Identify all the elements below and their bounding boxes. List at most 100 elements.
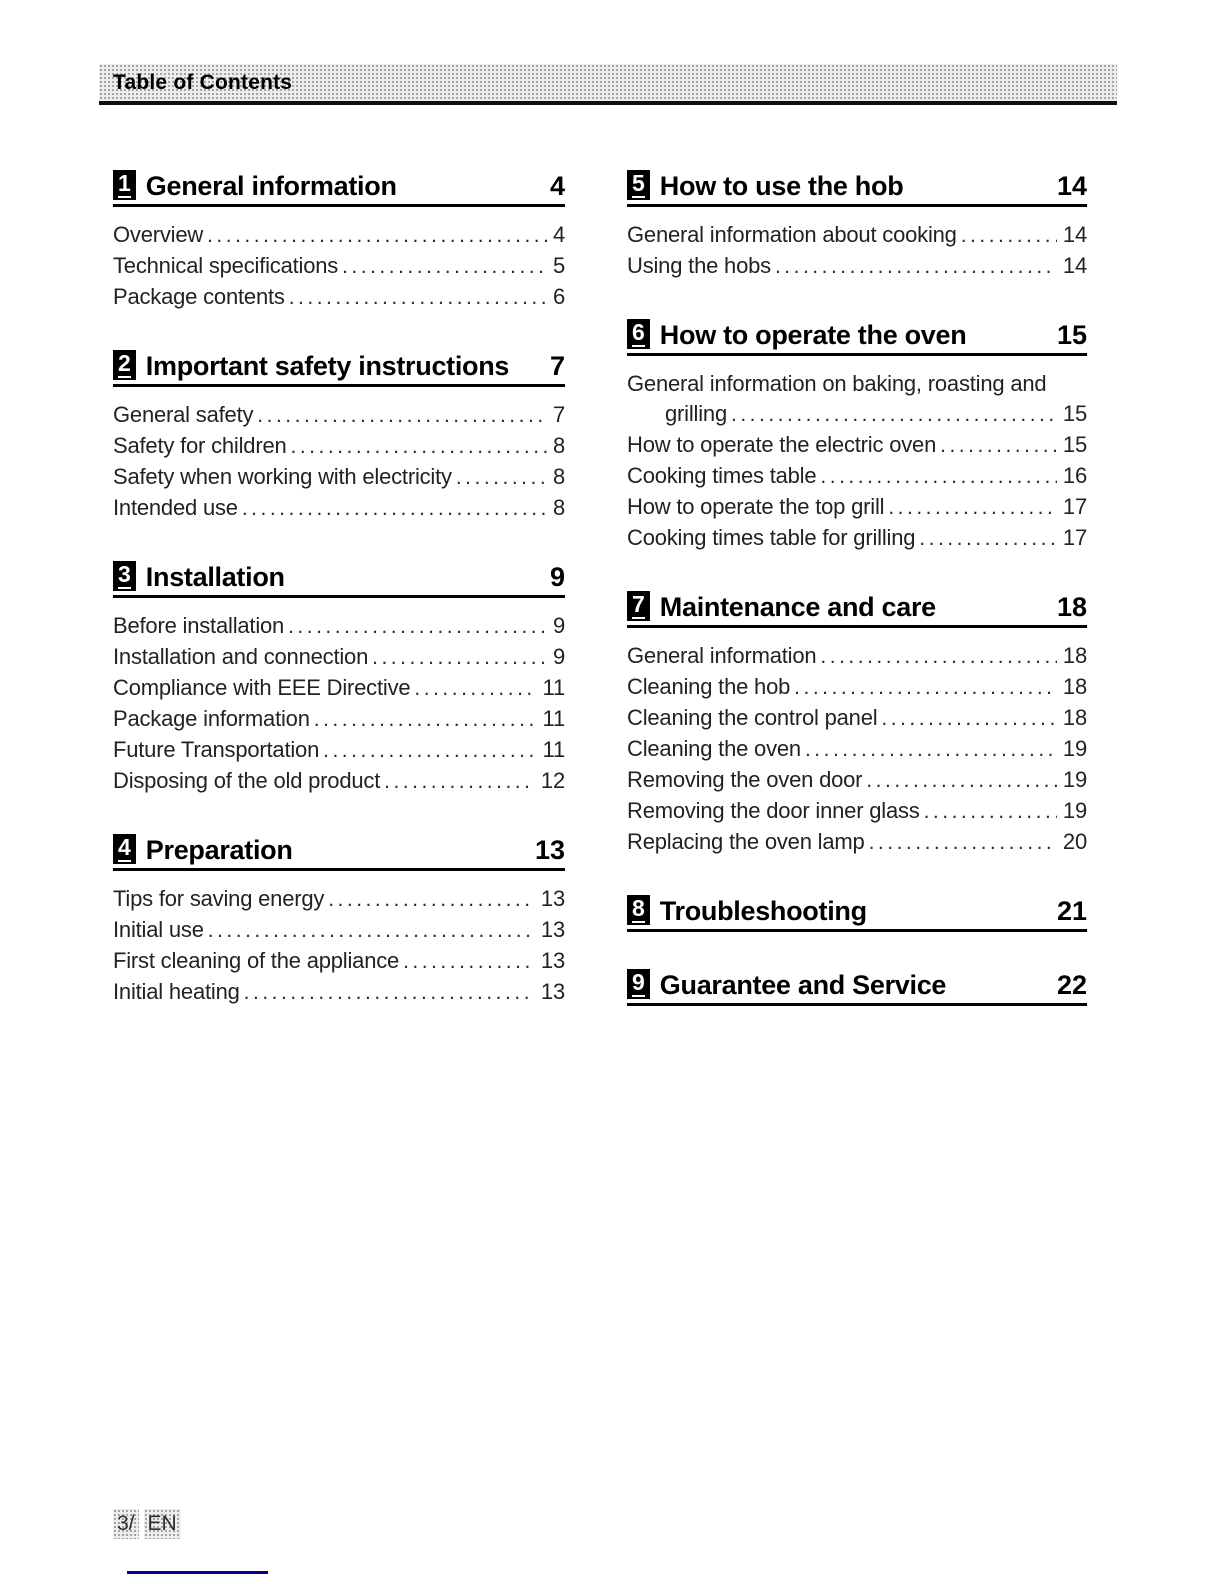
toc-entry-page-number: 6	[552, 284, 565, 309]
toc-entry: How to operate the electric oven 15	[627, 430, 1087, 461]
toc-entry: Removing the oven door 19	[627, 765, 1087, 796]
dot-leader	[881, 703, 1057, 734]
toc-entry-page-number: 7	[552, 402, 565, 427]
toc-entry-label: Safety for children	[113, 433, 287, 458]
toc-entry-page-number: 17	[1062, 525, 1087, 550]
toc-section: 2 Important safety instructions 7 General s…	[113, 350, 565, 524]
toc-entry: Removing the door inner glass 19	[627, 796, 1087, 827]
dot-leader	[208, 915, 535, 946]
section-number-badge: 7	[627, 591, 650, 621]
section-page-number: 14	[1056, 171, 1087, 201]
section-page-number: 18	[1056, 592, 1087, 622]
toc-section-heading: 9 Guarantee and Service 22	[627, 969, 1087, 1006]
toc-section-heading: 1 General information 4	[113, 170, 565, 207]
toc-entry-page-number: 9	[552, 613, 565, 638]
toc-entry: Disposing of the old product 12	[113, 766, 565, 797]
toc-section-heading: 6 How to operate the oven 15	[627, 319, 1087, 356]
section-number-badge: 2	[113, 350, 136, 380]
toc-entry-page-number: 14	[1062, 253, 1087, 278]
section-page-number: 4	[549, 171, 565, 201]
toc-section-heading: 3 Installation 9	[113, 561, 565, 598]
footer-rule	[127, 1571, 268, 1574]
dot-leader	[820, 641, 1057, 672]
toc-entry-label: Cooking times table for grilling	[627, 525, 916, 550]
toc-entry-page-number: 18	[1062, 643, 1087, 668]
section-number: 9	[632, 969, 645, 997]
toc-entry-label: Replacing the oven lamp	[627, 829, 865, 854]
toc-entry: Initial heating 13	[113, 977, 565, 1008]
dot-leader	[805, 734, 1057, 765]
section-page-number: 21	[1056, 896, 1087, 926]
toc-entry: Using the hobs 14	[627, 251, 1087, 282]
section-title: Maintenance and care	[659, 592, 936, 622]
section-title: General information	[145, 171, 397, 201]
toc-entry-label: General information	[627, 643, 817, 668]
toc-entry: Safety when working with electricity 8	[113, 462, 565, 493]
toc-column-left: 1 General information 4 Overview 4 Technical …	[113, 170, 565, 1008]
section-title: Installation	[145, 562, 285, 592]
toc-entry-page-number: 13	[540, 948, 565, 973]
toc-entry-page-number: 11	[542, 675, 566, 700]
dot-leader	[257, 400, 547, 431]
toc-entry-label: General information on baking, roasting …	[627, 371, 1047, 396]
toc-entry-page-number: 13	[540, 979, 565, 1004]
toc-entries: Before installation 9 Installation and con…	[113, 598, 565, 797]
toc-entries: General safety7Safety for children8Safet…	[113, 387, 565, 524]
dot-leader	[242, 493, 547, 524]
dot-leader	[888, 492, 1057, 523]
section-number: 7	[632, 591, 645, 619]
toc-entry-page-number: 13	[540, 886, 565, 911]
toc-entry-page-number: 18	[1062, 705, 1087, 730]
toc-entry-label: Future Transportation	[113, 737, 320, 762]
toc-entries: General information on baking, roasting …	[627, 356, 1087, 554]
toc-entry-label: Cleaning the hob	[627, 674, 791, 699]
toc-entry: Cleaning the hob 18	[627, 672, 1087, 703]
toc-entry-page-number: 12	[540, 768, 565, 793]
toc-section: 6 How to operate the oven 15 General inform…	[627, 319, 1087, 554]
toc-entry: General information about cooking 14	[627, 220, 1087, 251]
section-page-number: 9	[549, 562, 565, 592]
dot-leader	[403, 946, 535, 977]
toc-entry-label: Cooking times table	[627, 463, 817, 488]
toc-entry: Initial use 13	[113, 915, 565, 946]
toc-entry-label: Tips for saving energy	[113, 886, 325, 911]
toc-entry-label: Before installation	[113, 613, 285, 638]
toc-entry-label: Package information	[113, 706, 310, 731]
section-number: 6	[632, 319, 645, 347]
dot-leader	[384, 766, 535, 797]
toc-entry-label: Overview	[113, 222, 204, 247]
section-page-number: 7	[549, 351, 565, 381]
toc-entry-label: Disposing of the old product	[113, 768, 381, 793]
dot-leader	[328, 884, 535, 915]
section-number-badge: 5	[627, 170, 650, 200]
toc-entry-label: How to operate the electric oven	[627, 432, 937, 457]
section-page-number: 13	[534, 835, 565, 865]
toc-entry: Safety for children 8	[113, 431, 565, 462]
toc-entry: General information on baking, roasting …	[627, 369, 1087, 399]
toc-entry: Future Transportation 11	[113, 735, 565, 766]
toc-entry-page-number: 14	[1062, 222, 1087, 247]
section-title: How to use the hob	[659, 171, 904, 201]
toc-entry: grilling 15	[627, 399, 1087, 430]
toc-entry-page-number: 11	[542, 737, 566, 762]
toc-entry: Technical specifications 5	[113, 251, 565, 282]
dot-leader	[731, 399, 1057, 430]
toc-entry-page-number: 8	[552, 433, 565, 458]
toc-entry: Cleaning the control panel 18	[627, 703, 1087, 734]
toc-entry-page-number: 11	[542, 706, 566, 731]
toc-entry: Cooking times table 16	[627, 461, 1087, 492]
dot-leader	[244, 977, 535, 1008]
section-title: Preparation	[145, 835, 293, 865]
section-number: 2	[118, 350, 131, 378]
toc-entry-label: Package contents	[113, 284, 285, 309]
dot-leader	[323, 735, 536, 766]
dot-leader	[869, 827, 1057, 858]
toc-entry: Replacing the oven lamp 20	[627, 827, 1087, 858]
toc-entry-page-number: 15	[1062, 401, 1087, 426]
toc-entry-label: Intended use	[113, 495, 238, 520]
toc-entry-page-number: 19	[1062, 798, 1087, 823]
toc-entry-label: Installation and connection	[113, 644, 369, 669]
toc-entry-label: General information about cooking	[627, 222, 957, 247]
section-number-badge: 6	[627, 319, 650, 349]
